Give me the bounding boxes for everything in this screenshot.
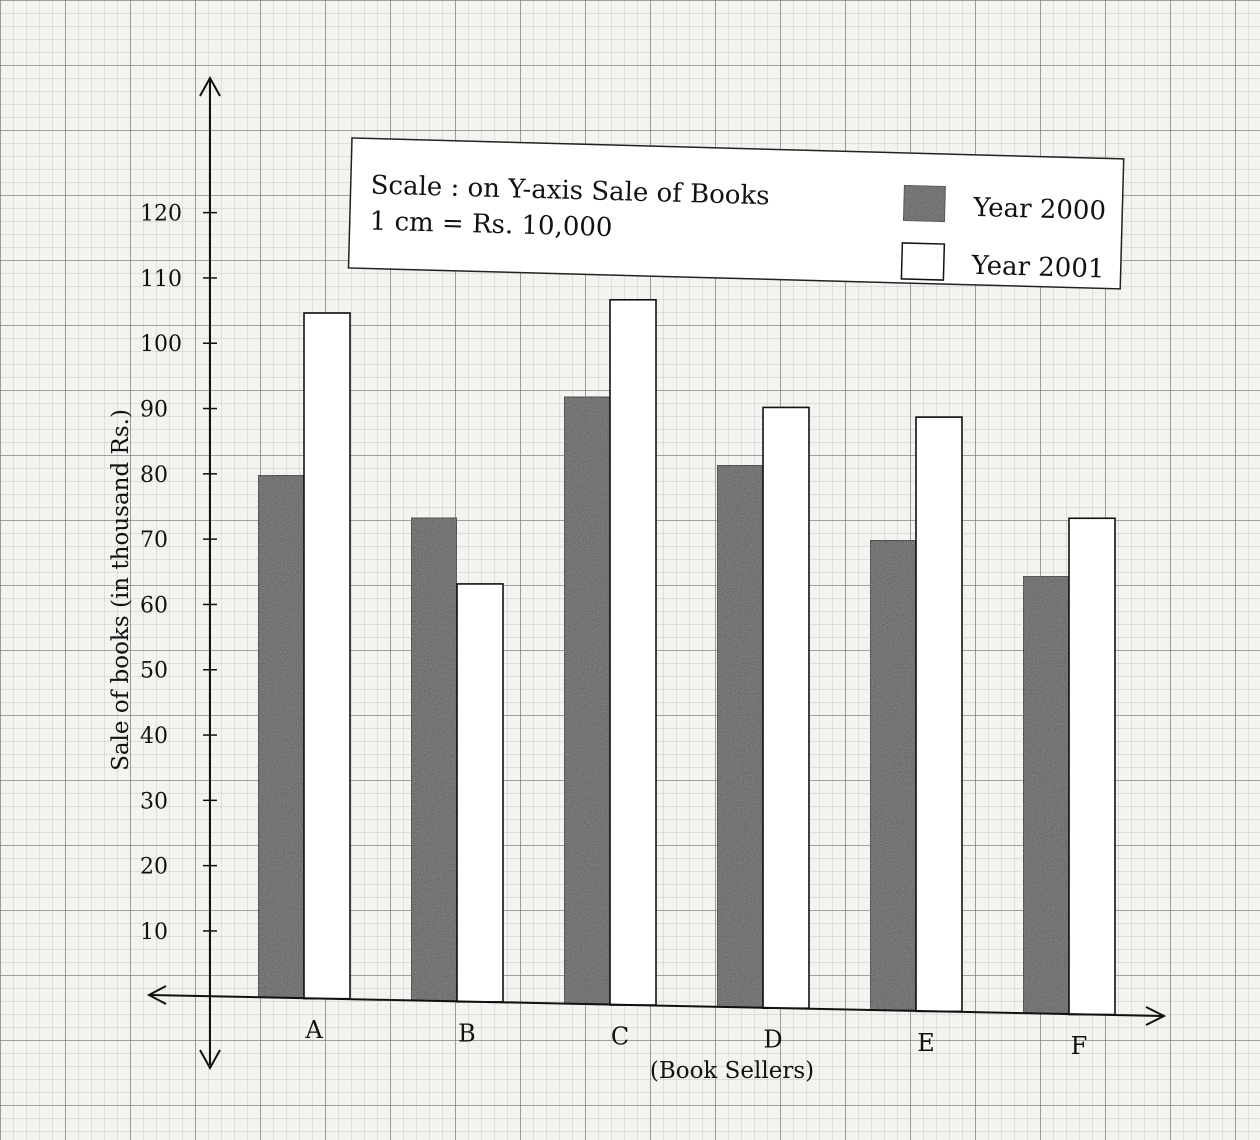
- y-tick-labels: 10 20 30 40 50 60 70 80 90 100 110 120: [140, 202, 217, 945]
- bar-f-series-1: [1022, 575, 1070, 1015]
- x-category-label-b: B: [458, 1019, 476, 1047]
- legend-label-year-2001: Year 2001: [970, 251, 1104, 285]
- y-tick-label-20: 20: [140, 855, 168, 880]
- x-category-label-d: D: [763, 1026, 782, 1054]
- bar-e-series-2: [915, 416, 963, 1013]
- x-category-labels: A B C D E F: [304, 1016, 1087, 1060]
- y-tick-label-30: 30: [140, 789, 168, 814]
- x-axis-left-arrow: [146, 985, 167, 1005]
- bar-c-series-1: [563, 395, 611, 1005]
- bar-e-series-1: [869, 539, 917, 1012]
- y-tick-label-40: 40: [140, 724, 168, 749]
- y-tick-label-90: 90: [140, 398, 168, 423]
- bar-b-series-2: [456, 583, 504, 1003]
- legend-swatch-year-2000: [902, 184, 947, 223]
- y-tick-label-70: 70: [140, 528, 168, 553]
- scale-note-line-2: 1 cm = Rs. 10,000: [369, 207, 612, 244]
- bar-d-series-2: [762, 406, 810, 1009]
- bars-layer: [257, 298, 1116, 1016]
- y-axis-down-arrow: [199, 1049, 221, 1071]
- x-axis-line: [149, 994, 1163, 1017]
- axes-layer: [146, 75, 1167, 1071]
- x-category-label-a: A: [304, 1016, 323, 1044]
- x-axis-right-arrow: [1145, 1006, 1167, 1026]
- y-tick-label-50: 50: [140, 659, 168, 684]
- bar-a-series-1: [257, 474, 305, 999]
- bar-a-series-2: [303, 312, 351, 1000]
- y-tick-label-10: 10: [140, 920, 168, 945]
- bar-c-series-2: [609, 298, 657, 1006]
- y-tick-label-100: 100: [140, 332, 182, 357]
- legend-swatch-year-2001: [900, 242, 946, 281]
- x-category-label-f: F: [1071, 1032, 1088, 1060]
- y-tick-label-60: 60: [140, 593, 168, 618]
- y-axis-title: Sale of books (in thousand Rs.): [108, 409, 134, 771]
- bar-d-series-1: [716, 464, 764, 1009]
- y-axis-up-arrow: [199, 75, 221, 97]
- bar-b-series-1: [410, 516, 458, 1002]
- y-tick-label-110: 110: [140, 267, 182, 292]
- x-category-label-c: C: [611, 1023, 629, 1051]
- scale-legend-box: Scale : on Y-axis Sale of Books 1 cm = R…: [347, 137, 1125, 290]
- y-tick-label-80: 80: [140, 463, 168, 488]
- bar-f-series-2: [1068, 517, 1116, 1016]
- legend-label-year-2000: Year 2000: [972, 193, 1106, 227]
- x-axis-title: (Book Sellers): [650, 1058, 814, 1084]
- x-category-label-e: E: [917, 1029, 935, 1057]
- y-tick-label-120: 120: [140, 202, 182, 227]
